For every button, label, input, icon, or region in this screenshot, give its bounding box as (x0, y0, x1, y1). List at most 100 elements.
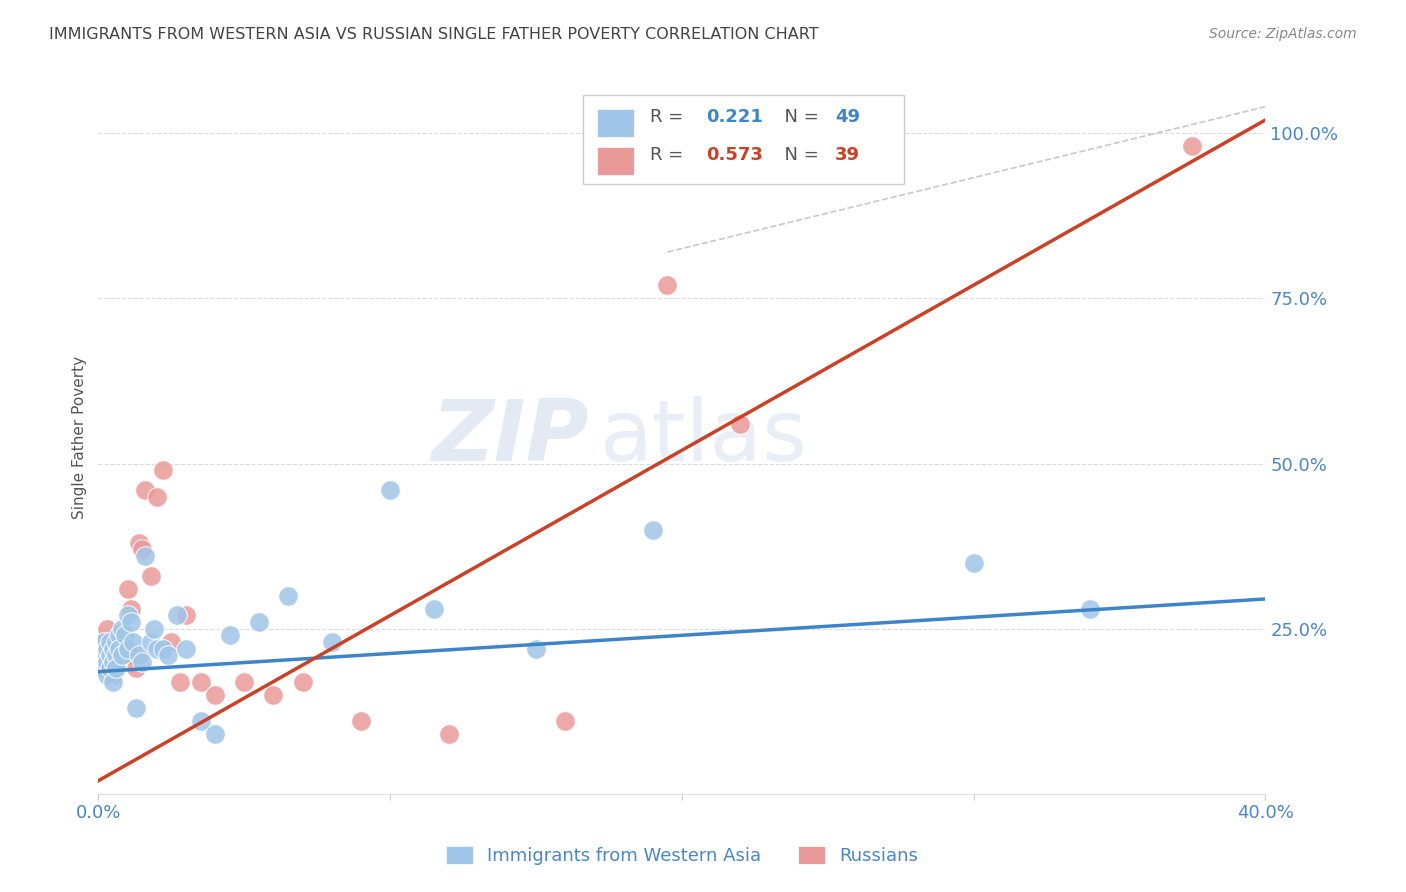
Point (96, 655, 118, 669)
Point (139, 569, 162, 583)
Point (1080, 602, 1102, 616)
FancyBboxPatch shape (596, 109, 634, 137)
Point (111, 622, 134, 636)
Point (321, 635, 343, 649)
Point (104, 648, 127, 662)
Point (111, 648, 134, 662)
Point (134, 549, 156, 563)
Point (98, 661, 121, 675)
Point (139, 635, 162, 649)
Point (730, 417, 752, 431)
Point (350, 714, 373, 729)
Point (104, 635, 127, 649)
Point (104, 655, 127, 669)
FancyBboxPatch shape (582, 95, 904, 184)
Point (108, 641, 131, 656)
Text: atlas: atlas (600, 395, 808, 479)
Point (380, 483, 402, 497)
Point (90, 641, 112, 656)
Point (125, 661, 148, 675)
Point (128, 648, 150, 662)
Point (98, 641, 121, 656)
Point (233, 674, 256, 689)
Point (96, 668, 118, 682)
Point (204, 688, 226, 702)
Text: ZIP: ZIP (430, 395, 589, 479)
Point (90, 655, 112, 669)
Point (122, 635, 145, 649)
Point (117, 641, 139, 656)
Text: IMMIGRANTS FROM WESTERN ASIA VS RUSSIAN SINGLE FATHER POVERTY CORRELATION CHART: IMMIGRANTS FROM WESTERN ASIA VS RUSSIAN … (49, 27, 818, 42)
Text: 39: 39 (835, 146, 860, 164)
Point (93, 635, 115, 649)
Point (166, 608, 188, 623)
Point (875, 139, 897, 153)
Point (98, 648, 121, 662)
Point (128, 536, 150, 550)
Point (131, 542, 153, 557)
Point (962, 556, 984, 570)
Point (108, 628, 131, 642)
Point (98, 635, 121, 649)
Point (93, 661, 115, 675)
Text: 0.573: 0.573 (706, 146, 763, 164)
Point (101, 641, 124, 656)
Point (657, 278, 679, 293)
Point (96, 648, 118, 662)
Point (93, 648, 115, 662)
Point (125, 701, 148, 715)
Point (157, 648, 180, 662)
Text: 49: 49 (835, 109, 860, 127)
Y-axis label: Single Father Poverty: Single Father Poverty (72, 356, 87, 518)
Point (1181, 139, 1204, 153)
Point (93, 635, 115, 649)
Point (131, 655, 153, 669)
Point (90, 655, 112, 669)
Text: 0.221: 0.221 (706, 109, 763, 127)
Point (120, 615, 142, 629)
Text: Source: ZipAtlas.com: Source: ZipAtlas.com (1209, 27, 1357, 41)
Point (111, 635, 134, 649)
Point (90, 641, 112, 656)
Point (218, 628, 240, 642)
Point (101, 655, 124, 669)
Point (262, 688, 284, 702)
Point (142, 622, 165, 636)
Point (174, 608, 197, 623)
FancyBboxPatch shape (596, 146, 634, 175)
Point (146, 641, 169, 656)
Point (93, 661, 115, 675)
Point (146, 490, 169, 504)
Point (101, 674, 124, 689)
Point (96, 622, 118, 636)
Text: N =: N = (773, 146, 824, 164)
Point (117, 582, 139, 596)
Point (423, 602, 446, 616)
Point (114, 648, 136, 662)
Point (101, 668, 124, 682)
Point (122, 648, 145, 662)
Point (120, 602, 142, 616)
Point (104, 661, 127, 675)
Text: R =: R = (651, 109, 689, 127)
Point (277, 589, 299, 603)
Point (114, 628, 136, 642)
Text: N =: N = (773, 109, 824, 127)
Point (247, 615, 270, 629)
Point (554, 714, 576, 729)
Point (190, 674, 212, 689)
Point (524, 641, 547, 656)
Legend: Immigrants from Western Asia, Russians: Immigrants from Western Asia, Russians (439, 838, 925, 872)
Point (98, 655, 121, 669)
Point (174, 641, 197, 656)
Point (190, 714, 212, 729)
Point (291, 674, 314, 689)
Point (152, 641, 174, 656)
Point (204, 727, 226, 741)
Point (96, 641, 118, 656)
Point (437, 727, 460, 741)
Point (152, 463, 174, 477)
Text: R =: R = (651, 146, 689, 164)
Point (641, 523, 664, 537)
Point (134, 483, 156, 497)
